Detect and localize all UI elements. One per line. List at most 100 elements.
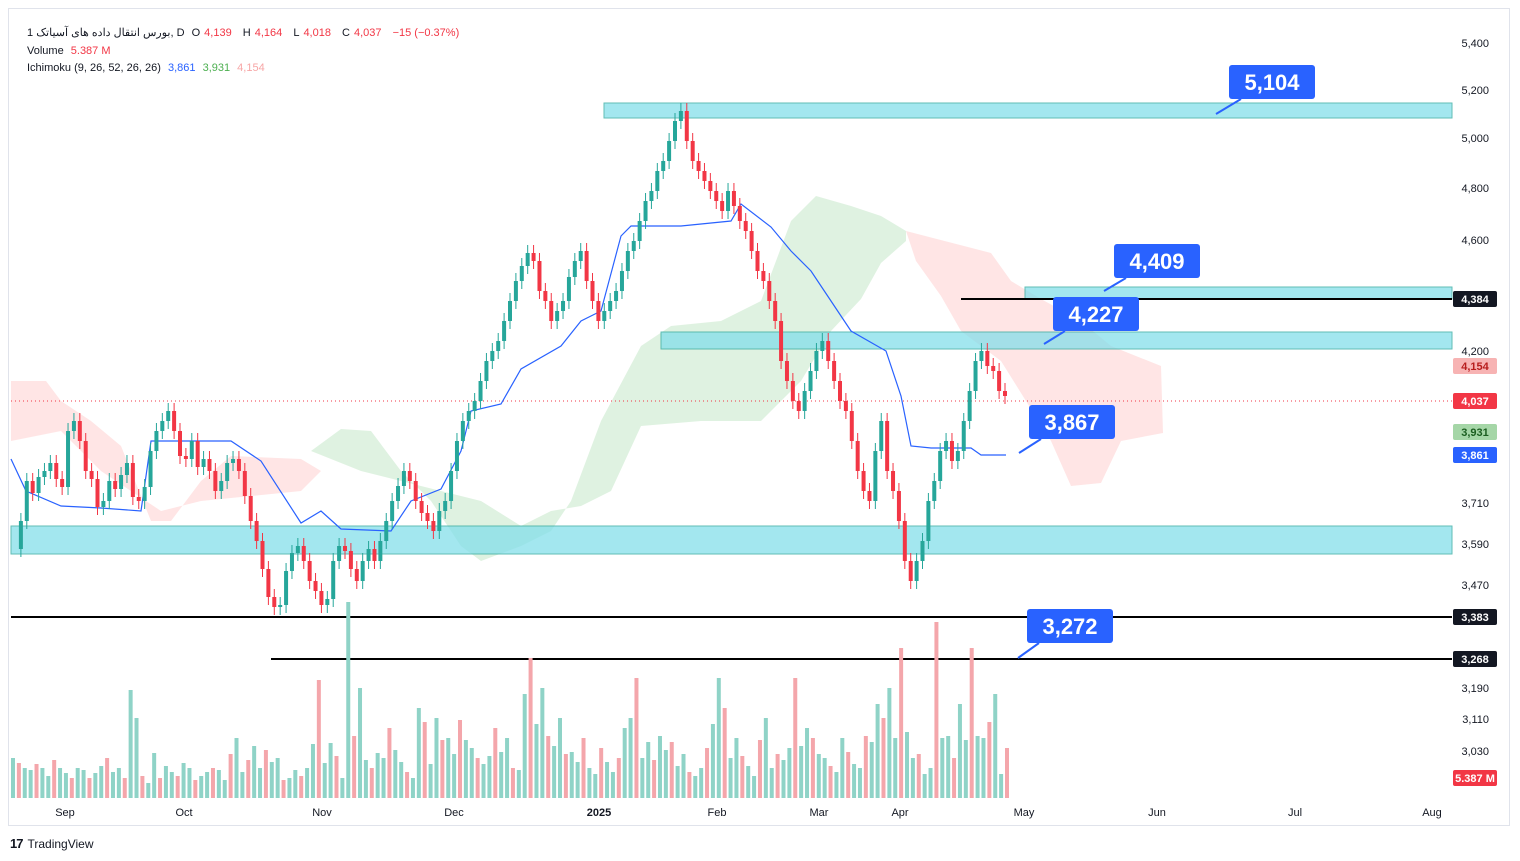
ichimoku-spana-value: 4,154: [237, 62, 265, 74]
volume-bar: [410, 778, 415, 798]
candle-body: [755, 251, 760, 271]
volume-bar: [581, 738, 586, 798]
candle-body: [466, 411, 471, 421]
volume-bar: [740, 756, 745, 798]
price-tag-label: 3,383: [1461, 612, 1489, 624]
callout-label: 5,104: [1244, 70, 1300, 95]
volume-bar: [628, 718, 633, 798]
candle-body: [160, 421, 165, 431]
volume-bar: [381, 758, 386, 798]
candle-body: [219, 481, 224, 491]
candle-body: [248, 496, 253, 521]
candle-body: [437, 511, 442, 531]
volume-bar: [716, 678, 721, 798]
volume-bar: [499, 752, 504, 798]
candle-body: [189, 441, 194, 459]
volume-bar: [316, 680, 321, 798]
price-tag: [1453, 393, 1497, 409]
candle-body: [354, 569, 359, 581]
candle-body: [955, 451, 960, 461]
candle-body: [431, 521, 436, 531]
candle-body: [867, 491, 872, 501]
callout-box: [1029, 405, 1115, 439]
volume-bar: [405, 772, 410, 798]
volume-bar: [910, 758, 915, 798]
candle-body: [737, 206, 742, 221]
volume-bar: [187, 768, 192, 798]
candle-body: [101, 501, 106, 507]
candle-body: [690, 141, 695, 161]
volume-bar: [299, 776, 304, 798]
candle-body: [997, 371, 1002, 391]
volume-legend[interactable]: Volume 5.387 M: [27, 44, 115, 58]
volume-bar: [675, 766, 680, 798]
candle-body: [625, 251, 630, 271]
y-tick-label: 3,470: [1461, 580, 1489, 592]
candle-body: [584, 251, 589, 281]
candle-body: [266, 569, 271, 597]
volume-bar: [81, 770, 86, 798]
x-tick-label: Dec: [444, 807, 464, 819]
volume-bar: [369, 768, 374, 798]
ichimoku-label: Ichimoku (9, 26, 52, 26, 26): [27, 62, 161, 74]
price-tag-label: 3,268: [1461, 654, 1489, 666]
volume-bar: [546, 736, 551, 798]
candle-body: [619, 271, 624, 291]
volume-bar: [22, 768, 27, 798]
candle-body: [566, 277, 571, 301]
volume-bar: [181, 763, 186, 798]
candle-body: [71, 421, 76, 431]
volume-bar: [681, 754, 686, 798]
symbol-name[interactable]: 1 بورس انتقال داده های آسیاتک, D: [27, 27, 185, 39]
candle-body: [902, 521, 907, 561]
volume-bar: [75, 768, 80, 798]
volume-bar: [40, 768, 45, 798]
volume-bar: [846, 752, 851, 798]
price-chart[interactable]: 5,400 5,200 5,000 4,800 4,600 4,200 3,710 3,590…: [9, 9, 1511, 827]
x-tick-label: Jun: [1148, 807, 1166, 819]
symbol-legend: 1 بورس انتقال داده های آسیاتک, D O 4,139 …: [27, 27, 460, 39]
candle-body: [985, 351, 990, 366]
volume-bar: [840, 738, 845, 798]
volume-value: 5.387 M: [70, 45, 111, 57]
volume-bar: [481, 764, 486, 798]
candle-body: [808, 371, 813, 391]
candle-body: [696, 161, 701, 171]
candle-body: [396, 486, 401, 501]
volume-bar: [122, 778, 127, 798]
volume-bar: [522, 694, 527, 798]
price-tag-label: 4,037: [1461, 396, 1489, 408]
ichimoku-legend[interactable]: Ichimoku (9, 26, 52, 26, 26) 3,861 3,931…: [27, 61, 269, 75]
tradingview-logo-icon[interactable]: 17: [10, 836, 24, 851]
candle-body: [66, 431, 71, 487]
volume-bar: [293, 770, 298, 798]
volume-bar: [505, 738, 510, 798]
volume-bar: [669, 742, 674, 798]
candle-body: [702, 171, 707, 181]
volume-bar: [105, 758, 110, 798]
volume-bar: [152, 753, 157, 798]
volume-bar: [199, 776, 204, 798]
candle-body: [720, 201, 725, 211]
candle-body: [525, 253, 530, 266]
candle-body: [136, 497, 141, 501]
volume-bar: [452, 754, 457, 798]
candle-body: [855, 441, 860, 471]
volume-bar: [463, 740, 468, 798]
candles-group: [18, 103, 1007, 615]
candle-body: [124, 463, 129, 475]
close-value: 4,037: [353, 27, 382, 39]
candle-body: [908, 561, 913, 581]
candle-body: [142, 487, 147, 501]
candle-body: [384, 521, 389, 541]
volume-bar: [875, 704, 880, 798]
volume-bar: [163, 766, 168, 798]
volume-bar: [334, 756, 339, 798]
volume-bar: [352, 736, 357, 798]
volume-label: Volume: [27, 45, 64, 57]
callout-label: 3,867: [1044, 410, 1099, 435]
y-tick-label: 3,190: [1461, 683, 1489, 695]
brand-name: TradingView: [27, 836, 94, 851]
volume-bar: [946, 736, 951, 798]
volume-bar: [258, 768, 263, 798]
